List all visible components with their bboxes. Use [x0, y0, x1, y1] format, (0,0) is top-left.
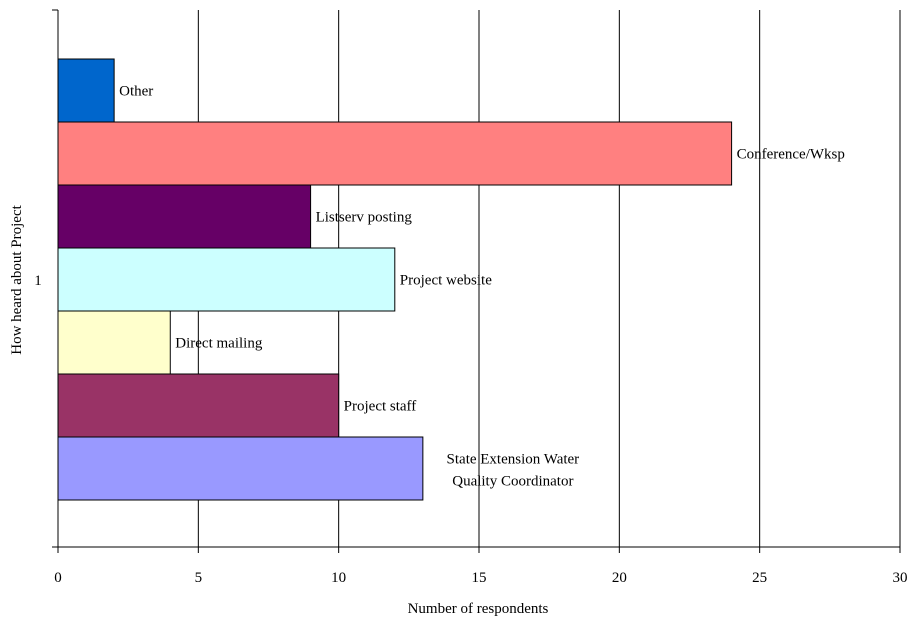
x-tick-label-0: 0	[54, 570, 62, 586]
bar-labels: Other Conference/Wksp Listserv posting Proj…	[119, 84, 845, 490]
bars	[57, 58, 733, 501]
bar-label-4: Direct mailing	[175, 336, 263, 352]
bar-6	[57, 436, 424, 501]
bar-label-6-line-0: State Extension Water	[447, 452, 580, 468]
y-axis-title: How heard about Project	[9, 204, 25, 354]
x-tick-label-10: 10	[331, 570, 346, 586]
x-axis-title: Number of respondents	[408, 601, 549, 617]
bar-label-0: Other	[119, 84, 153, 100]
bar-0	[57, 58, 115, 123]
bar-label-6: State Extension Water Quality Coordinator	[447, 452, 580, 490]
bar-label-2: Listserv posting	[316, 210, 413, 226]
axes	[52, 9, 901, 553]
bar-label-1: Conference/Wksp	[737, 147, 845, 163]
bar-3	[57, 247, 396, 312]
bar-label-6-line-1: Quality Coordinator	[452, 474, 573, 490]
x-tick-label-30: 30	[893, 570, 908, 586]
x-tick-label-25: 25	[752, 570, 767, 586]
x-tick-label-5: 5	[195, 570, 203, 586]
bar-2	[57, 184, 312, 249]
x-tick-label-15: 15	[472, 570, 487, 586]
bar-1	[57, 121, 733, 186]
bar-label-3: Project website	[400, 273, 492, 289]
x-tick-label-20: 20	[612, 570, 627, 586]
bar-label-5: Project staff	[344, 399, 417, 415]
x-tick-labels: 0 5 10 15 20 25 30	[54, 570, 907, 586]
y-category-label: 1	[34, 273, 42, 289]
bar-4	[57, 310, 171, 375]
bar-5	[57, 373, 340, 438]
